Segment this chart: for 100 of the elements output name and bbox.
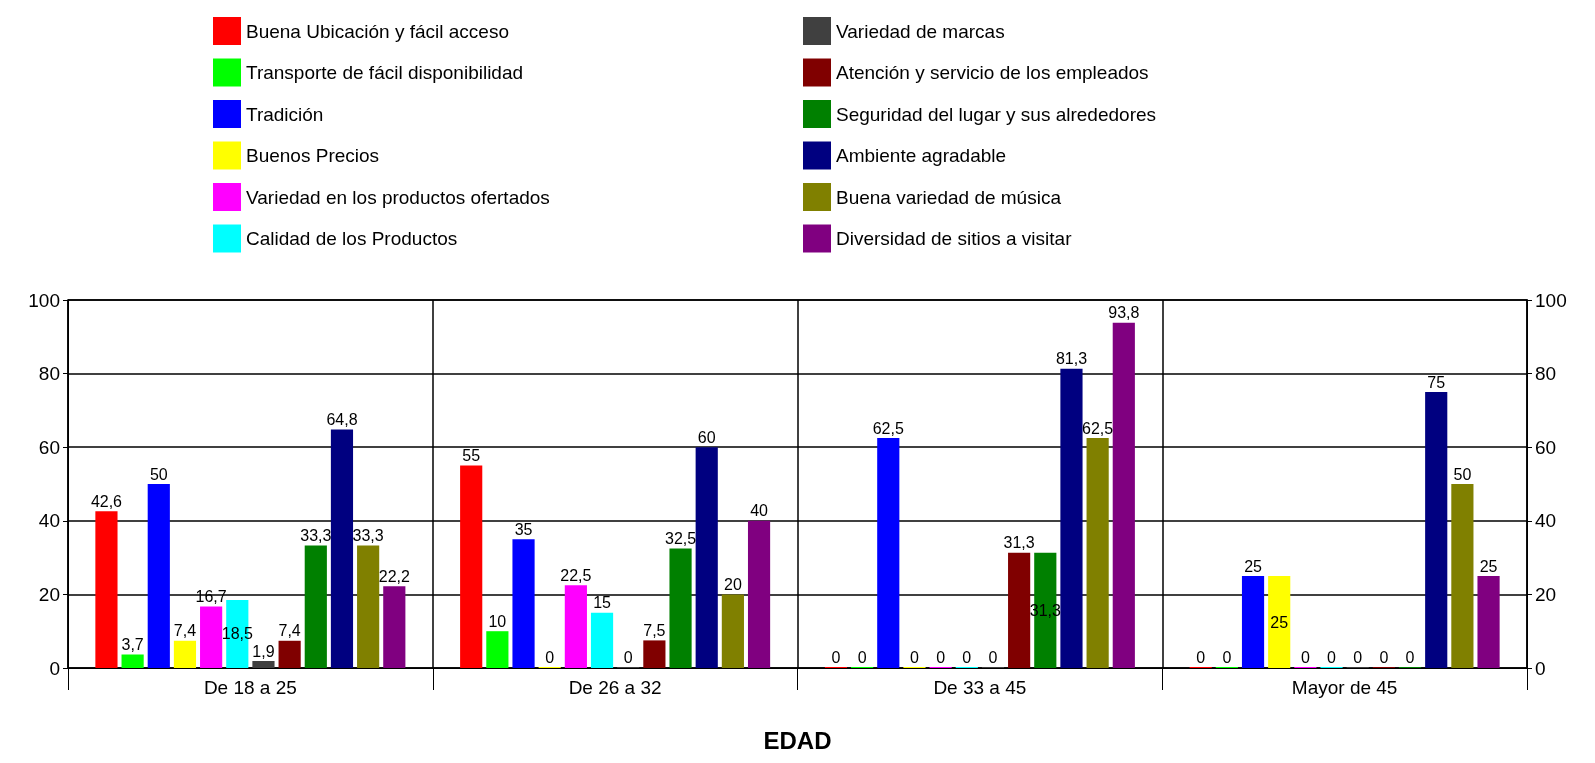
data-label: 35: [514, 520, 533, 538]
y-tick-label: 20: [38, 583, 60, 605]
data-label: 42,6: [90, 492, 123, 510]
y2-tick-label: 60: [1535, 436, 1557, 458]
bar: [1086, 438, 1109, 668]
bar: [747, 520, 771, 668]
data-label: 33,3: [352, 526, 384, 544]
y-tick-label: 100: [28, 289, 60, 311]
data-label: 75: [1427, 373, 1446, 391]
data-label: 25: [1270, 613, 1289, 631]
data-label: 40: [750, 502, 769, 520]
legend-label: Buenos Precios: [246, 145, 380, 166]
x-tick-label: De 18 a 25: [203, 677, 297, 698]
legend-label: Ambiente agradable: [836, 145, 1007, 166]
data-label: 0: [910, 648, 919, 666]
data-label: 55: [462, 447, 481, 465]
data-label: 7,4: [278, 622, 301, 640]
data-label: 22,5: [560, 566, 592, 584]
y-tick-label: 40: [38, 510, 60, 532]
bar: [200, 606, 223, 668]
bar: [695, 447, 718, 668]
y2-tick-label: 80: [1535, 363, 1557, 385]
legend-label: Variedad de marcas: [836, 20, 1005, 42]
bar: [383, 586, 406, 668]
bar: [1425, 392, 1448, 668]
bar: [486, 631, 509, 668]
bar: [1477, 576, 1500, 668]
data-label: 50: [149, 465, 168, 483]
bar: [304, 545, 327, 668]
bar: [1112, 322, 1135, 668]
data-label: 33,3: [300, 526, 332, 544]
data-label: 3,7: [121, 635, 144, 653]
data-label: 0: [988, 648, 998, 666]
legend-label: Buena Ubicación y fácil acceso: [246, 20, 509, 42]
data-label: 20: [723, 575, 742, 593]
data-label: 60: [697, 428, 716, 446]
data-label: 0: [545, 648, 555, 666]
y2-tick-label: 20: [1535, 583, 1557, 605]
bar: [1268, 576, 1291, 668]
x-axis-title: EDAD: [763, 726, 832, 754]
bar: [1451, 484, 1474, 668]
bar: [252, 661, 275, 668]
y-tick-label: 60: [38, 436, 60, 458]
bar: [1060, 368, 1083, 668]
y2-tick-label: 0: [1535, 657, 1546, 679]
data-label: 50: [1453, 465, 1472, 483]
data-label: 62,5: [1082, 419, 1114, 437]
data-label: 0: [1222, 648, 1232, 666]
data-label: 7,4: [173, 622, 197, 640]
x-tick-label: De 26 a 32: [568, 677, 662, 698]
data-label: 0: [857, 648, 867, 666]
bar: [512, 539, 535, 668]
data-label: 0: [831, 648, 841, 666]
legend-label: Transporte de fácil disponibilidad: [246, 62, 524, 83]
data-label: 0: [1196, 648, 1206, 666]
legend-label: Tradición: [246, 103, 324, 125]
bar: [278, 640, 301, 668]
bar: [669, 548, 692, 668]
data-label: 93,8: [1108, 304, 1140, 322]
bar: [590, 612, 614, 668]
legend-label: Buena variedad de música: [836, 186, 1062, 208]
data-label: 10: [488, 612, 507, 630]
bar: [121, 654, 144, 668]
data-label: 25: [1479, 557, 1498, 575]
bar: [877, 438, 900, 668]
y2-tick-label: 100: [1535, 289, 1567, 311]
x-tick-label: Mayor de 45: [1291, 677, 1398, 698]
y-tick-label: 0: [49, 657, 60, 679]
y2-tick-label: 40: [1535, 510, 1557, 532]
bar: [357, 545, 380, 668]
data-label: 1,9: [252, 642, 275, 660]
x-tick-label: De 33 a 45: [933, 677, 1027, 698]
data-label: 0: [936, 648, 946, 666]
data-label: 64,8: [326, 411, 358, 429]
data-label: 31,3: [1003, 534, 1035, 552]
bar: [330, 429, 354, 668]
bar: [147, 484, 170, 668]
data-label: 0: [1353, 648, 1363, 666]
legend-label: Variedad en los productos ofertados: [246, 186, 550, 208]
data-label: 0: [1379, 648, 1389, 666]
bar: [95, 511, 118, 668]
bar: [460, 465, 483, 668]
legend-label: Calidad de los Productos: [246, 228, 458, 249]
bar: [1241, 576, 1265, 668]
data-label: 62,5: [872, 419, 904, 437]
bar: [564, 585, 587, 668]
data-label: 0: [1405, 648, 1415, 666]
data-label: 15: [593, 594, 612, 612]
legend-label: Seguridad del lugar y sus alrededores: [836, 103, 1157, 125]
bar: [1008, 552, 1031, 668]
data-label: 0: [623, 648, 633, 666]
bar: [643, 640, 666, 668]
y-tick-label: 80: [38, 363, 60, 385]
data-label: 0: [1327, 648, 1337, 666]
data-label: 0: [1300, 648, 1310, 666]
data-label: 7,5: [643, 621, 666, 639]
data-label: 81,3: [1055, 350, 1088, 368]
legend-label: Diversidad de sitios a visitar: [836, 228, 1073, 249]
data-label: 32,5: [664, 529, 697, 547]
data-label: 25: [1244, 557, 1263, 575]
